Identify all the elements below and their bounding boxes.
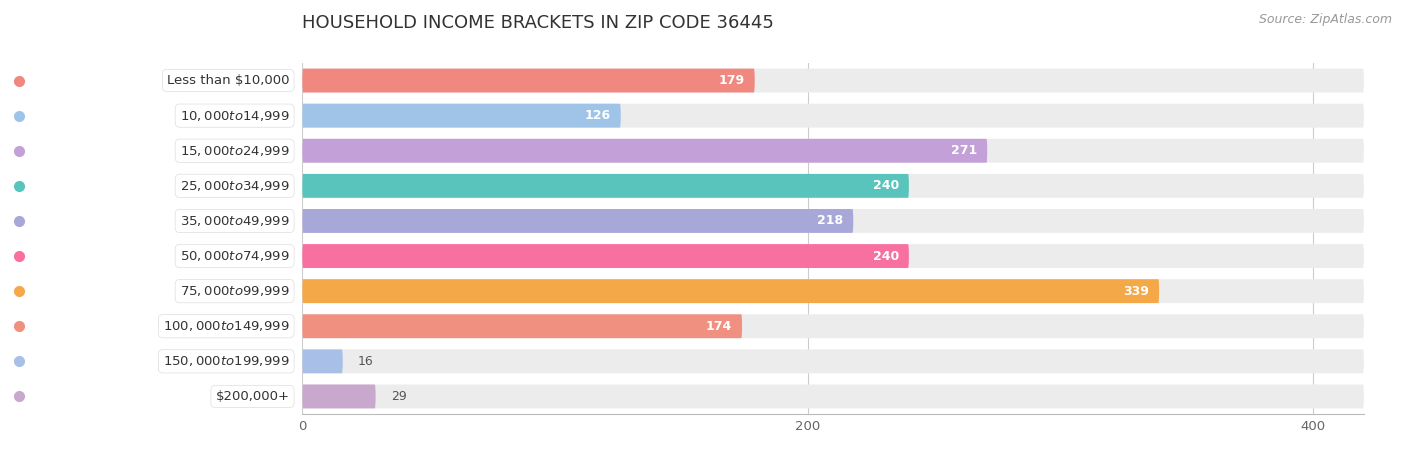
FancyBboxPatch shape: [302, 314, 742, 338]
Text: 218: 218: [817, 215, 844, 227]
FancyBboxPatch shape: [302, 384, 375, 409]
Text: $35,000 to $49,999: $35,000 to $49,999: [180, 214, 290, 228]
Text: $200,000+: $200,000+: [215, 390, 290, 403]
Text: 240: 240: [873, 180, 898, 192]
FancyBboxPatch shape: [302, 279, 1364, 303]
FancyBboxPatch shape: [302, 279, 1159, 303]
Text: 29: 29: [391, 390, 406, 403]
FancyBboxPatch shape: [302, 139, 1364, 163]
Text: 271: 271: [950, 144, 977, 157]
FancyBboxPatch shape: [302, 384, 1364, 409]
FancyBboxPatch shape: [302, 244, 1364, 268]
Text: $75,000 to $99,999: $75,000 to $99,999: [180, 284, 290, 298]
FancyBboxPatch shape: [302, 244, 908, 268]
Text: 16: 16: [359, 355, 374, 368]
FancyBboxPatch shape: [302, 68, 1364, 93]
Text: $15,000 to $24,999: $15,000 to $24,999: [180, 144, 290, 158]
Text: $50,000 to $74,999: $50,000 to $74,999: [180, 249, 290, 263]
FancyBboxPatch shape: [302, 139, 987, 163]
Text: $150,000 to $199,999: $150,000 to $199,999: [163, 354, 290, 369]
Text: Less than $10,000: Less than $10,000: [167, 74, 290, 87]
FancyBboxPatch shape: [302, 104, 621, 128]
FancyBboxPatch shape: [302, 174, 908, 198]
Text: 174: 174: [706, 320, 733, 333]
FancyBboxPatch shape: [302, 174, 1364, 198]
FancyBboxPatch shape: [302, 209, 1364, 233]
Text: 339: 339: [1123, 285, 1149, 297]
FancyBboxPatch shape: [302, 104, 1364, 128]
Text: $10,000 to $14,999: $10,000 to $14,999: [180, 108, 290, 123]
FancyBboxPatch shape: [302, 68, 755, 93]
Text: HOUSEHOLD INCOME BRACKETS IN ZIP CODE 36445: HOUSEHOLD INCOME BRACKETS IN ZIP CODE 36…: [302, 14, 775, 32]
FancyBboxPatch shape: [302, 349, 343, 373]
Text: 126: 126: [585, 109, 610, 122]
Text: $25,000 to $34,999: $25,000 to $34,999: [180, 179, 290, 193]
Text: 179: 179: [718, 74, 745, 87]
Text: Source: ZipAtlas.com: Source: ZipAtlas.com: [1258, 14, 1392, 27]
FancyBboxPatch shape: [302, 209, 853, 233]
FancyBboxPatch shape: [302, 349, 1364, 373]
Text: $100,000 to $149,999: $100,000 to $149,999: [163, 319, 290, 333]
FancyBboxPatch shape: [302, 314, 1364, 338]
Text: 240: 240: [873, 250, 898, 262]
